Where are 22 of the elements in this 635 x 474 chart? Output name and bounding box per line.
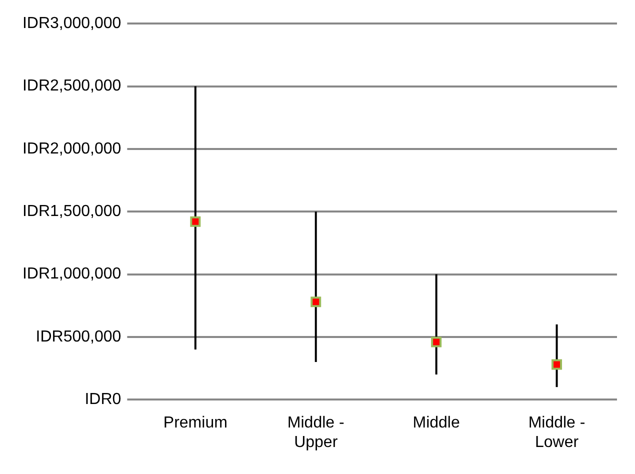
point <box>190 216 201 227</box>
x-tick-label: Middle <box>412 414 460 432</box>
text: IDR <box>22 78 50 95</box>
text: IDR <box>22 266 50 283</box>
text: IDR <box>22 203 50 220</box>
text: IDR <box>22 140 50 158</box>
y-tick-label: 500,000 <box>63 328 122 346</box>
x-tick-label: Middle - Upper <box>287 414 344 451</box>
y-tick-label: 3,000,000 <box>50 15 122 32</box>
point <box>552 359 562 370</box>
point <box>431 336 442 348</box>
point <box>310 296 322 308</box>
text: IDR <box>36 328 64 346</box>
text: IDR <box>22 15 50 32</box>
y-tick-label: 2,500,000 <box>50 78 122 95</box>
y-tick-label: 0 <box>112 391 122 408</box>
y-tick-label: 1,000,000 <box>50 266 122 283</box>
y-tick-label: 1,500,000 <box>50 203 122 220</box>
y-tick-label: 2,000,000 <box>50 140 122 158</box>
y-axis-title: IDR <box>84 391 112 408</box>
x-tick-label: Premium <box>163 414 228 432</box>
x-tick-label: Middle - Lower <box>528 414 586 451</box>
